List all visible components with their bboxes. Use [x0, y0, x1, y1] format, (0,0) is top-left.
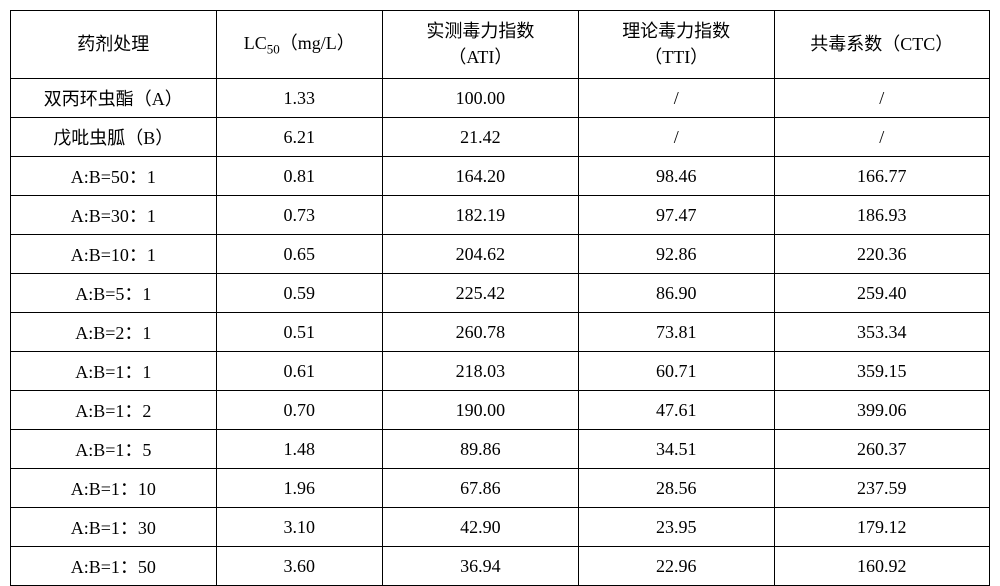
- cell-ati: 89.86: [383, 430, 579, 469]
- cell-ctc: 179.12: [774, 508, 989, 547]
- cell-ctc: 259.40: [774, 274, 989, 313]
- table-row: A:B=30：10.73182.1997.47186.93: [11, 196, 990, 235]
- cell-ctc: 160.92: [774, 547, 989, 586]
- cell-ati: 100.00: [383, 79, 579, 118]
- header-lc50-suffix: （mg/L）: [280, 33, 355, 53]
- cell-lc50: 6.21: [216, 118, 382, 157]
- cell-treatment: A:B=5：1: [11, 274, 217, 313]
- cell-ctc: /: [774, 79, 989, 118]
- cell-ati: 36.94: [383, 547, 579, 586]
- table-row: 双丙环虫酯（A）1.33100.00//: [11, 79, 990, 118]
- cell-treatment: A:B=1：2: [11, 391, 217, 430]
- cell-lc50: 1.96: [216, 469, 382, 508]
- table-row: A:B=1：10.61218.0360.71359.15: [11, 352, 990, 391]
- cell-tti: 34.51: [578, 430, 774, 469]
- cell-ctc: 186.93: [774, 196, 989, 235]
- header-treatment: 药剂处理: [11, 11, 217, 79]
- table-row: A:B=10：10.65204.6292.86220.36: [11, 235, 990, 274]
- cell-lc50: 0.73: [216, 196, 382, 235]
- cell-tti: 60.71: [578, 352, 774, 391]
- header-lc50: LC50（mg/L）: [216, 11, 382, 79]
- header-lc50-prefix: LC: [244, 33, 267, 53]
- cell-ati: 190.00: [383, 391, 579, 430]
- header-lc50-sub: 50: [267, 41, 280, 56]
- cell-ctc: 359.15: [774, 352, 989, 391]
- table-row: A:B=50：10.81164.2098.46166.77: [11, 157, 990, 196]
- cell-ati: 67.86: [383, 469, 579, 508]
- cell-ati: 218.03: [383, 352, 579, 391]
- header-ctc: 共毒系数（CTC）: [774, 11, 989, 79]
- header-ati: 实测毒力指数 （ATI）: [383, 11, 579, 79]
- cell-ati: 260.78: [383, 313, 579, 352]
- table-row: A:B=1：51.4889.8634.51260.37: [11, 430, 990, 469]
- cell-lc50: 1.33: [216, 79, 382, 118]
- table-row: A:B=2：10.51260.7873.81353.34: [11, 313, 990, 352]
- cell-tti: /: [578, 118, 774, 157]
- cell-lc50: 0.70: [216, 391, 382, 430]
- cell-lc50: 0.59: [216, 274, 382, 313]
- table-row: A:B=1：503.6036.9422.96160.92: [11, 547, 990, 586]
- table-header-row: 药剂处理 LC50（mg/L） 实测毒力指数 （ATI） 理论毒力指数 （TTI…: [11, 11, 990, 79]
- cell-ctc: 166.77: [774, 157, 989, 196]
- cell-ati: 42.90: [383, 508, 579, 547]
- cell-ati: 204.62: [383, 235, 579, 274]
- cell-tti: 47.61: [578, 391, 774, 430]
- header-tti-line1: 理论毒力指数: [622, 21, 730, 41]
- cell-tti: 97.47: [578, 196, 774, 235]
- cell-lc50: 0.65: [216, 235, 382, 274]
- cell-lc50: 0.51: [216, 313, 382, 352]
- cell-treatment: A:B=10：1: [11, 235, 217, 274]
- cell-tti: 92.86: [578, 235, 774, 274]
- cell-lc50: 0.61: [216, 352, 382, 391]
- cell-ctc: 260.37: [774, 430, 989, 469]
- cell-lc50: 0.81: [216, 157, 382, 196]
- cell-lc50: 3.10: [216, 508, 382, 547]
- cell-tti: /: [578, 79, 774, 118]
- header-ati-line2: （ATI）: [448, 47, 512, 67]
- table-body: 双丙环虫酯（A）1.33100.00//戊吡虫胍（B）6.2121.42//A:…: [11, 79, 990, 586]
- cell-ati: 225.42: [383, 274, 579, 313]
- cell-ctc: 237.59: [774, 469, 989, 508]
- cell-treatment: A:B=1：30: [11, 508, 217, 547]
- cell-treatment: A:B=30：1: [11, 196, 217, 235]
- cell-ati: 21.42: [383, 118, 579, 157]
- cell-ctc: 353.34: [774, 313, 989, 352]
- cell-treatment: A:B=1：5: [11, 430, 217, 469]
- cell-treatment: 戊吡虫胍（B）: [11, 118, 217, 157]
- cell-ctc: 220.36: [774, 235, 989, 274]
- cell-ati: 182.19: [383, 196, 579, 235]
- table-row: A:B=1：20.70190.0047.61399.06: [11, 391, 990, 430]
- table-row: 戊吡虫胍（B）6.2121.42//: [11, 118, 990, 157]
- cell-tti: 73.81: [578, 313, 774, 352]
- table-row: A:B=5：10.59225.4286.90259.40: [11, 274, 990, 313]
- cell-treatment: 双丙环虫酯（A）: [11, 79, 217, 118]
- cell-tti: 28.56: [578, 469, 774, 508]
- cell-lc50: 1.48: [216, 430, 382, 469]
- header-tti: 理论毒力指数 （TTI）: [578, 11, 774, 79]
- toxicity-data-table: 药剂处理 LC50（mg/L） 实测毒力指数 （ATI） 理论毒力指数 （TTI…: [10, 10, 990, 586]
- cell-ctc: 399.06: [774, 391, 989, 430]
- cell-ati: 164.20: [383, 157, 579, 196]
- cell-tti: 23.95: [578, 508, 774, 547]
- cell-treatment: A:B=1：1: [11, 352, 217, 391]
- cell-treatment: A:B=1：10: [11, 469, 217, 508]
- cell-tti: 22.96: [578, 547, 774, 586]
- header-tti-line2: （TTI）: [644, 47, 708, 67]
- cell-treatment: A:B=1：50: [11, 547, 217, 586]
- table-row: A:B=1：101.9667.8628.56237.59: [11, 469, 990, 508]
- cell-tti: 98.46: [578, 157, 774, 196]
- cell-ctc: /: [774, 118, 989, 157]
- table-row: A:B=1：303.1042.9023.95179.12: [11, 508, 990, 547]
- cell-treatment: A:B=2：1: [11, 313, 217, 352]
- cell-treatment: A:B=50：1: [11, 157, 217, 196]
- cell-tti: 86.90: [578, 274, 774, 313]
- header-ati-line1: 实测毒力指数: [426, 21, 534, 41]
- cell-lc50: 3.60: [216, 547, 382, 586]
